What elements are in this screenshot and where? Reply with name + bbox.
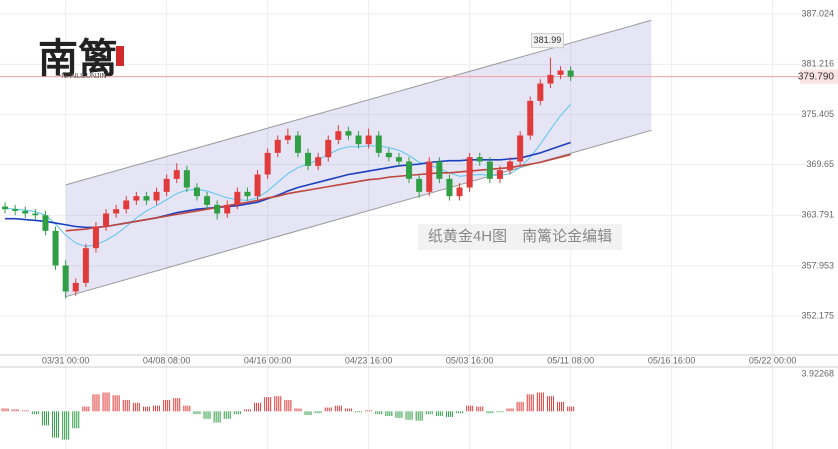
logo-seal bbox=[116, 46, 124, 66]
candle-body bbox=[385, 152, 392, 158]
logo-subtitle: ~NANLILUNJIN~ bbox=[57, 73, 110, 80]
y-tick-label: 369.65 bbox=[806, 159, 834, 169]
plot bbox=[0, 19, 808, 440]
candle-body bbox=[325, 139, 332, 158]
watermark-box bbox=[418, 224, 622, 250]
x-tick-label: 04/16 00:00 bbox=[244, 355, 292, 365]
candle-body bbox=[193, 187, 200, 197]
candle-body bbox=[204, 196, 211, 205]
candle-body bbox=[244, 191, 251, 197]
candle-body bbox=[315, 157, 322, 166]
y-tick-label: 357.953 bbox=[801, 260, 834, 270]
high-label-box bbox=[530, 33, 564, 49]
candle-body bbox=[446, 178, 453, 197]
last-price-label: 379.790 bbox=[798, 71, 835, 82]
last-price-box bbox=[800, 69, 838, 84]
candle-body bbox=[406, 161, 413, 179]
candle-body bbox=[214, 204, 221, 214]
candle-body bbox=[153, 191, 160, 201]
candle-body bbox=[72, 282, 79, 292]
channel bbox=[65, 20, 652, 297]
candle-body bbox=[527, 100, 534, 136]
candle-body bbox=[416, 178, 423, 192]
candle-body bbox=[173, 170, 180, 179]
y-tick-label: 352.175 bbox=[801, 310, 834, 320]
grid bbox=[0, 0, 808, 449]
candle-body bbox=[517, 135, 524, 162]
candle-body bbox=[163, 178, 170, 192]
candle-body bbox=[2, 206, 9, 210]
candle-body bbox=[476, 157, 483, 162]
candle-body bbox=[456, 187, 463, 197]
candle-body bbox=[52, 230, 59, 266]
candle-body bbox=[436, 161, 443, 179]
candle-body bbox=[294, 135, 301, 153]
x-tick-label: 05/11 08:00 bbox=[547, 355, 594, 365]
candle-body bbox=[345, 131, 352, 136]
candle-body bbox=[123, 200, 130, 210]
candle-body bbox=[496, 170, 503, 179]
x-tick-label: 05/16 16:00 bbox=[648, 355, 696, 365]
x-tick-label: 04/23 16:00 bbox=[345, 355, 393, 365]
candle-body bbox=[254, 174, 261, 197]
candle-body bbox=[426, 161, 433, 192]
logo-title: 南篱 bbox=[38, 35, 118, 82]
candle-body bbox=[133, 196, 140, 201]
macd-tick-label: 3.92268 bbox=[801, 369, 834, 379]
candle-body bbox=[305, 152, 312, 166]
y-tick-label: 387.024 bbox=[801, 8, 834, 18]
high-label: 381.99 bbox=[534, 35, 562, 45]
candle-body bbox=[143, 196, 150, 201]
candle-body bbox=[335, 131, 342, 140]
y-tick-label: 363.791 bbox=[801, 210, 834, 220]
channel-line bbox=[65, 129, 652, 298]
x-tick-label: 05/03 16:00 bbox=[446, 355, 494, 365]
candle-body bbox=[375, 135, 382, 153]
candle-body bbox=[183, 170, 190, 188]
candle-body bbox=[62, 265, 69, 292]
candle-body bbox=[22, 210, 29, 214]
candle-body bbox=[466, 157, 473, 188]
candle-body bbox=[486, 161, 493, 179]
y-tick-label: 381.216 bbox=[801, 59, 834, 69]
candle-body bbox=[92, 226, 99, 249]
candle-body bbox=[113, 209, 120, 214]
candle-body bbox=[224, 204, 231, 214]
candle-body bbox=[234, 191, 241, 205]
ma-line bbox=[5, 103, 572, 247]
candle-body bbox=[537, 83, 544, 101]
x-tick-label: 04/08 08:00 bbox=[143, 355, 191, 365]
candle-body bbox=[507, 161, 514, 171]
candle-body bbox=[274, 139, 281, 153]
x-tick-label: 03/31 00:00 bbox=[42, 355, 90, 365]
candle-body bbox=[355, 135, 362, 145]
candle-body bbox=[103, 213, 110, 227]
candle-body bbox=[567, 70, 574, 77]
candle-body bbox=[12, 209, 19, 211]
candle-body bbox=[395, 157, 402, 162]
ma-line bbox=[65, 153, 571, 232]
candle-body bbox=[42, 215, 49, 231]
candle-body bbox=[557, 70, 564, 75]
y-tick-label: 375.405 bbox=[801, 109, 834, 119]
x-tick-label: 05/22 00:00 bbox=[749, 355, 797, 365]
candle-body bbox=[264, 152, 271, 175]
candle-body bbox=[32, 213, 39, 216]
candle-body bbox=[284, 135, 291, 140]
candle-body bbox=[547, 74, 554, 84]
candle-body bbox=[82, 248, 89, 283]
candle-body bbox=[365, 135, 372, 145]
watermark: 纸黄金4H图 南篱论金编辑 bbox=[428, 228, 612, 245]
